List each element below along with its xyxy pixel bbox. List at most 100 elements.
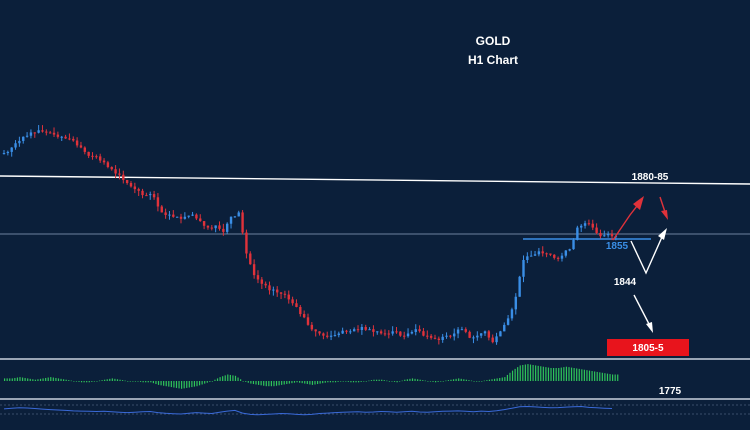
- macd-bar: [91, 381, 93, 382]
- bear-candle: [449, 335, 452, 337]
- macd-bar: [365, 381, 367, 382]
- macd-bar: [209, 381, 211, 382]
- bull-candle: [225, 223, 229, 232]
- bull-candle: [2, 153, 6, 155]
- macd-bar: [245, 381, 247, 382]
- macd-bar: [147, 381, 149, 383]
- bear-candle: [102, 160, 106, 163]
- bear-candle: [118, 173, 121, 175]
- macd-bar: [358, 381, 360, 383]
- macd-bar: [381, 379, 383, 381]
- bull-candle: [191, 214, 194, 216]
- bull-candle: [479, 333, 483, 336]
- bear-candle: [48, 132, 52, 134]
- macd-bar: [109, 378, 111, 381]
- macd-bar: [191, 381, 193, 388]
- bear-candle: [75, 140, 79, 146]
- macd-bar: [101, 380, 103, 381]
- macd-bar: [599, 372, 601, 381]
- bear-candle: [383, 333, 387, 335]
- macd-bar: [470, 380, 473, 382]
- bear-candle: [556, 257, 560, 259]
- bear-candle: [310, 324, 314, 330]
- macd-bar: [578, 368, 580, 381]
- macd-bar: [234, 375, 237, 381]
- macd-bar: [319, 381, 321, 384]
- macd-bar: [193, 381, 196, 387]
- bull-candle: [22, 136, 25, 141]
- bull-candle: [472, 337, 475, 339]
- target-label: 1805-5: [632, 343, 664, 354]
- macd-bar: [434, 381, 437, 383]
- bull-candle: [29, 132, 33, 136]
- macd-bar: [460, 378, 462, 381]
- macd-bar: [565, 366, 568, 381]
- macd-bar: [224, 375, 226, 381]
- macd-bar: [586, 370, 588, 381]
- macd-bar: [283, 381, 285, 385]
- macd-bar: [391, 381, 393, 382]
- bull-candle: [580, 225, 583, 228]
- macd-bar: [514, 368, 516, 381]
- macd-bar: [252, 381, 255, 385]
- macd-bar: [268, 381, 270, 387]
- macd-bar: [463, 379, 465, 381]
- macd-bar: [314, 381, 316, 385]
- bear-candle: [137, 189, 140, 191]
- macd-bar: [511, 370, 514, 381]
- macd-bar: [111, 378, 113, 381]
- bull-candle: [237, 212, 240, 217]
- macd-bar: [540, 366, 542, 381]
- macd-bar: [522, 364, 524, 381]
- bear-candle: [206, 225, 210, 228]
- macd-bar: [568, 367, 570, 381]
- macd-bar: [478, 381, 480, 382]
- macd-bar: [563, 367, 565, 381]
- bull-candle: [460, 329, 464, 331]
- macd-bar: [242, 381, 244, 382]
- macd-bar: [532, 364, 534, 381]
- macd-bar: [301, 381, 303, 384]
- macd-bar: [150, 381, 152, 383]
- target-arrow-shaft: [633, 294, 650, 325]
- bull-candle: [572, 239, 575, 250]
- bear-candle: [179, 216, 183, 219]
- bear-candle: [260, 279, 264, 284]
- bull-candle: [360, 327, 364, 331]
- bull-candle: [229, 216, 233, 224]
- macd-bar: [24, 377, 26, 381]
- macd-bar: [168, 381, 170, 387]
- bull-candle: [503, 324, 506, 332]
- bear-candle: [291, 299, 294, 304]
- macd-bar: [555, 368, 557, 381]
- bull-candle: [560, 255, 564, 259]
- macd-bar: [524, 364, 526, 381]
- bear-candle: [379, 331, 383, 334]
- bull-candle: [14, 143, 17, 148]
- macd-bar: [281, 381, 283, 385]
- bear-candle: [45, 131, 48, 133]
- bear-candle: [141, 190, 144, 196]
- bear-candle: [133, 186, 137, 190]
- bear-candle: [326, 335, 329, 337]
- macd-bar: [496, 378, 498, 381]
- macd-bar: [324, 381, 326, 383]
- macd-bar: [393, 381, 396, 382]
- macd-bar: [355, 381, 357, 383]
- macd-bar: [88, 381, 90, 383]
- macd-bar: [116, 379, 119, 381]
- macd-bar: [329, 381, 332, 383]
- macd-bar: [55, 377, 57, 381]
- macd-bar: [237, 377, 239, 381]
- macd-bar: [486, 380, 488, 381]
- macd-bar: [227, 374, 229, 381]
- macd-bar: [476, 381, 478, 382]
- macd-bar: [432, 381, 434, 382]
- macd-bar: [275, 381, 278, 386]
- bear-candle: [95, 156, 98, 158]
- bear-candle: [387, 333, 391, 335]
- macd-bar: [437, 381, 439, 382]
- macd-bar: [583, 369, 585, 381]
- macd-bar: [399, 381, 401, 382]
- bear-candle: [241, 212, 244, 233]
